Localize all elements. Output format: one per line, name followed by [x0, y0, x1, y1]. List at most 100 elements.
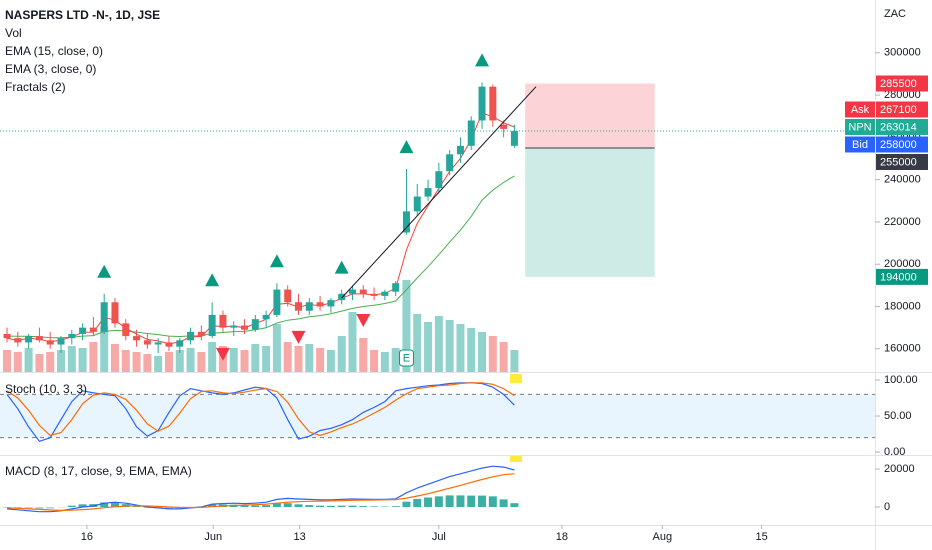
y-tick-label: 160000	[884, 343, 921, 355]
histogram-bar	[510, 503, 519, 507]
ema-line	[6, 175, 515, 339]
y-tick-label: 0	[884, 501, 890, 513]
candle-body	[3, 333, 11, 339]
histogram-bar	[402, 501, 411, 507]
price-box-label: 258000	[880, 139, 917, 151]
trendline	[341, 86, 537, 299]
histogram-bar	[499, 499, 508, 507]
price-box	[876, 136, 928, 153]
histogram-bar	[467, 495, 476, 507]
histogram-bar	[208, 504, 217, 507]
candle-body	[241, 325, 249, 330]
histogram-bar	[67, 505, 76, 507]
histogram-bar	[456, 495, 465, 507]
histogram-bar	[348, 505, 357, 507]
ema-line	[6, 112, 515, 345]
y-tick-label: 0.00	[884, 446, 905, 458]
histogram-bar	[46, 506, 55, 509]
volume-bar	[121, 350, 130, 372]
candle-body	[25, 336, 33, 343]
candle-body	[68, 333, 76, 339]
fractal-down	[291, 330, 306, 344]
fractal-up	[205, 273, 220, 287]
volume-bar	[13, 352, 22, 372]
volume-bar	[478, 332, 487, 372]
candle-body	[370, 293, 378, 296]
candle-body	[273, 289, 281, 315]
candle-body	[208, 314, 216, 337]
indicator-line	[6, 382, 515, 437]
volume-bar	[467, 328, 476, 372]
price-box	[876, 118, 928, 135]
volume-bar	[283, 342, 292, 372]
marks	[0, 52, 880, 529]
price-box	[876, 101, 928, 118]
volume-bar	[402, 280, 411, 372]
candle-body	[316, 302, 324, 307]
volume-bar	[510, 350, 519, 372]
volume-bar	[208, 342, 217, 372]
volume-bar	[186, 348, 195, 372]
fractal-down	[215, 347, 230, 361]
candle-body	[89, 327, 97, 332]
histogram-bar	[337, 505, 346, 507]
volume-bar	[100, 327, 109, 372]
fractal-up	[97, 264, 112, 278]
candle-body	[219, 314, 227, 328]
candle-body	[456, 145, 464, 155]
histogram-bar	[434, 496, 443, 507]
x-tick-label: Jun	[204, 531, 222, 543]
histogram-bar	[272, 503, 281, 507]
volume-bar	[456, 324, 465, 372]
histogram-bar	[110, 502, 119, 507]
candle-body	[133, 336, 141, 341]
fractal-up	[269, 254, 284, 268]
candle-body	[413, 196, 421, 212]
histogram-bar	[78, 504, 87, 507]
histogram-bar	[359, 506, 368, 507]
volume-bar	[175, 350, 184, 372]
histogram-bar	[478, 495, 487, 507]
price-box-label: 285500	[880, 78, 917, 90]
x-tick-label: 15	[756, 531, 768, 543]
histogram-bar	[164, 506, 173, 509]
histogram-bar	[326, 505, 335, 507]
volume-bar	[262, 346, 271, 372]
volume-bar	[305, 344, 314, 372]
histogram-bar	[424, 497, 433, 507]
x-tick-label: 13	[293, 531, 305, 543]
volume-bar	[78, 348, 87, 372]
price-box	[876, 153, 928, 170]
y-tick-label: 200000	[884, 258, 921, 270]
fractal-up	[334, 260, 349, 274]
target-zone	[525, 147, 655, 277]
candle-body	[467, 120, 475, 146]
volume-bar	[46, 352, 55, 372]
candle-body	[327, 300, 335, 307]
candle-body	[111, 302, 119, 324]
volume-bar	[326, 350, 335, 372]
indicator-line	[6, 473, 515, 512]
volume-bar	[294, 346, 303, 372]
x-tick-label: Aug	[653, 531, 673, 543]
stop-zone	[525, 83, 655, 148]
volume-bar	[89, 342, 98, 372]
volume-bar	[348, 312, 357, 372]
y-tick-label: 100.00	[884, 374, 918, 386]
volume-bar	[251, 344, 260, 372]
histogram-bar	[24, 506, 33, 509]
price-box-name: Bid	[852, 139, 868, 151]
candle-body	[381, 291, 389, 296]
volume-bar	[391, 348, 400, 372]
volume-bar	[272, 324, 281, 372]
candle-body	[295, 302, 303, 311]
candle-body	[143, 340, 151, 345]
candle-body	[338, 293, 346, 301]
volume-bar	[35, 354, 44, 372]
candle-body	[284, 289, 292, 303]
candle-body	[197, 331, 205, 337]
price-box	[876, 268, 928, 285]
histogram-bar	[35, 506, 44, 510]
